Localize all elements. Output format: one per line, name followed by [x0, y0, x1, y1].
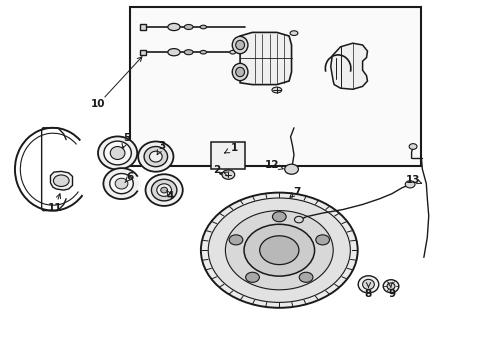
Ellipse shape: [161, 187, 168, 193]
Ellipse shape: [232, 63, 248, 81]
Ellipse shape: [363, 279, 374, 289]
Ellipse shape: [144, 147, 168, 167]
Ellipse shape: [110, 147, 125, 159]
Ellipse shape: [236, 40, 245, 50]
Ellipse shape: [168, 49, 180, 56]
Circle shape: [316, 235, 329, 245]
Ellipse shape: [110, 174, 133, 194]
Text: 6: 6: [126, 172, 133, 182]
Text: 4: 4: [167, 191, 174, 201]
Circle shape: [272, 212, 286, 222]
Text: 8: 8: [365, 289, 372, 299]
Polygon shape: [240, 32, 292, 85]
Polygon shape: [140, 50, 146, 55]
Ellipse shape: [151, 179, 177, 201]
Ellipse shape: [184, 50, 193, 55]
Text: 13: 13: [406, 175, 420, 185]
Text: 9: 9: [389, 289, 395, 299]
Circle shape: [201, 193, 358, 308]
Circle shape: [409, 144, 417, 149]
Ellipse shape: [387, 283, 395, 289]
Circle shape: [260, 236, 299, 265]
Circle shape: [225, 211, 333, 290]
Ellipse shape: [184, 24, 193, 30]
Circle shape: [299, 272, 313, 282]
Circle shape: [294, 216, 303, 223]
Ellipse shape: [358, 276, 379, 293]
Polygon shape: [140, 24, 146, 30]
Ellipse shape: [98, 136, 137, 170]
Ellipse shape: [383, 280, 399, 293]
Ellipse shape: [115, 178, 128, 189]
Circle shape: [208, 198, 350, 302]
Ellipse shape: [200, 25, 207, 29]
Ellipse shape: [230, 50, 236, 54]
Ellipse shape: [168, 23, 180, 31]
Text: 12: 12: [265, 160, 279, 170]
Polygon shape: [50, 171, 73, 190]
Circle shape: [285, 164, 298, 174]
Bar: [130, 7, 421, 166]
Polygon shape: [331, 43, 368, 89]
Circle shape: [222, 170, 235, 179]
Ellipse shape: [103, 168, 140, 199]
Ellipse shape: [104, 141, 131, 165]
Ellipse shape: [149, 151, 162, 162]
Bar: [211, 142, 245, 169]
Circle shape: [229, 235, 243, 245]
Ellipse shape: [290, 31, 298, 36]
Text: 3: 3: [158, 141, 165, 151]
Ellipse shape: [200, 50, 207, 54]
Ellipse shape: [146, 174, 183, 206]
Circle shape: [405, 181, 415, 188]
Text: 7: 7: [293, 186, 300, 197]
Circle shape: [245, 272, 259, 282]
Ellipse shape: [138, 141, 173, 172]
Ellipse shape: [272, 87, 282, 93]
Ellipse shape: [157, 184, 172, 197]
Text: 2: 2: [214, 165, 220, 175]
Text: 10: 10: [91, 99, 105, 109]
Ellipse shape: [236, 67, 245, 77]
Text: 1: 1: [231, 143, 238, 153]
Ellipse shape: [232, 36, 248, 54]
Text: 5: 5: [123, 132, 130, 143]
Circle shape: [244, 224, 315, 276]
Circle shape: [53, 175, 69, 186]
Text: 11: 11: [48, 203, 62, 213]
